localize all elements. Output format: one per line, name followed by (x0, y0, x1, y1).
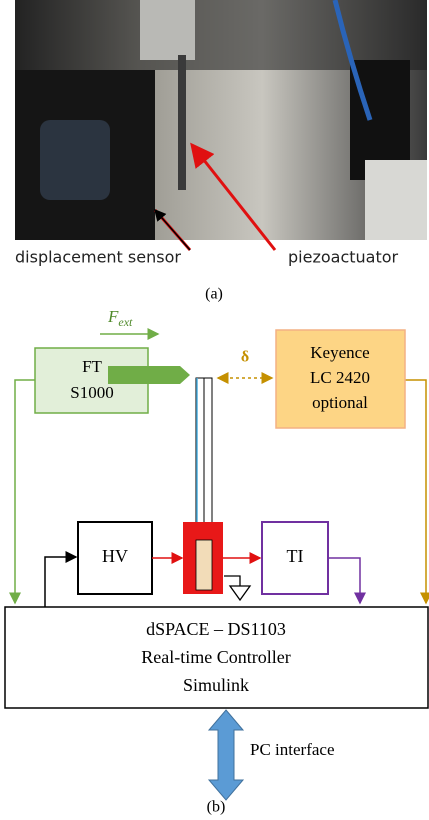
ft-line (15, 380, 35, 603)
hv-label: HV (102, 546, 128, 566)
pc-label: PC interface (250, 740, 335, 759)
caption: (a) (205, 286, 223, 303)
caption: (b) (207, 799, 226, 816)
controller-label: dSPACE – DS1103 (146, 619, 286, 639)
controller-label: Simulink (183, 675, 249, 695)
photo-label: displacement sensor (15, 248, 181, 267)
force-symbol: F (107, 307, 119, 326)
keyence-label: Keyence (310, 343, 369, 362)
pc-arrow (209, 710, 243, 800)
ft-probe (108, 366, 190, 384)
force-subscript: ext (118, 315, 133, 329)
keyence-line (405, 380, 426, 603)
photo (15, 0, 427, 250)
keyence-label: LC 2420 (310, 368, 370, 387)
photo-label: piezoactuator (288, 248, 399, 267)
ft-label: S1000 (70, 383, 113, 402)
ti-label: TI (287, 546, 304, 566)
ft-label: FT (82, 357, 102, 376)
figure: displacement sensor piezoactuator (a) Fe… (0, 0, 429, 820)
gap-label: δ (241, 349, 249, 366)
force-label: Fext (107, 307, 133, 329)
ground (224, 576, 250, 600)
control-line (45, 557, 76, 607)
controller-label: Real-time Controller (141, 647, 290, 667)
keyence-label: optional (312, 393, 368, 412)
